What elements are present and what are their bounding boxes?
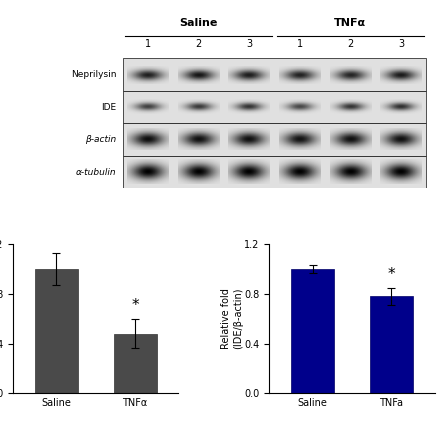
Bar [123, 124, 425, 156]
Text: Neprilysin: Neprilysin [71, 70, 116, 79]
Y-axis label: Relative fold
(IDE/β-actin): Relative fold (IDE/β-actin) [221, 288, 242, 349]
Text: 3: 3 [246, 39, 252, 49]
Bar [123, 58, 425, 91]
Text: 2: 2 [346, 39, 353, 49]
Bar [123, 91, 425, 124]
Text: 1: 1 [145, 39, 151, 49]
Text: *: * [131, 298, 139, 312]
Bar [369, 296, 412, 393]
Text: 1: 1 [296, 39, 302, 49]
Bar [123, 58, 425, 91]
Text: IDE: IDE [101, 103, 116, 111]
Bar [35, 269, 78, 393]
Bar [290, 269, 333, 393]
Text: TNFα: TNFα [333, 19, 366, 29]
Text: α-tubulin: α-tubulin [76, 168, 116, 177]
Bar [123, 156, 425, 188]
Text: 3: 3 [397, 39, 403, 49]
Bar [113, 334, 156, 393]
Bar [123, 124, 425, 156]
Bar [123, 91, 425, 124]
Text: *: * [387, 267, 394, 282]
Text: 2: 2 [195, 39, 201, 49]
Bar [123, 156, 425, 188]
Text: β-actin: β-actin [85, 135, 116, 144]
Text: Saline: Saline [179, 19, 217, 29]
